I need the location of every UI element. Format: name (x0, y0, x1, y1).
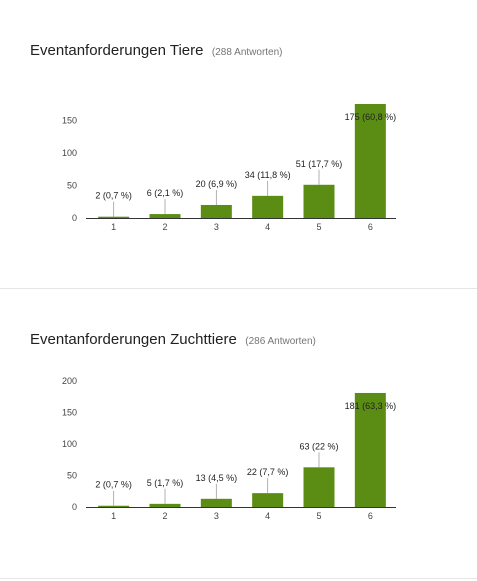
response-count: (288 Antworten) (211, 47, 283, 58)
data-label: 20 (6,9 %) (196, 179, 238, 189)
bar (98, 505, 130, 507)
x-tick-label: 4 (265, 511, 270, 521)
data-label: 63 (22 %) (299, 441, 338, 451)
y-tick-label: 150 (62, 408, 77, 418)
y-tick-label: 100 (62, 148, 77, 158)
x-tick-label: 5 (316, 222, 321, 232)
bar (149, 503, 181, 507)
bar (252, 195, 284, 218)
x-tick-label: 3 (214, 222, 219, 232)
x-tick-label: 4 (265, 222, 270, 232)
data-label: 175 (60,8 %) (345, 112, 397, 122)
x-tick-label: 5 (316, 511, 321, 521)
response-count: (286 Antworten) (245, 336, 316, 347)
chart-card-tiere: Eventanforderungen Tiere (288 Antworten)… (0, 0, 477, 288)
y-tick-label: 50 (67, 471, 77, 481)
y-tick-label: 50 (67, 180, 77, 190)
data-label: 5 (1,7 %) (147, 478, 184, 488)
x-tick-label: 6 (368, 511, 373, 521)
section-divider (0, 578, 477, 579)
data-label: 6 (2,1 %) (147, 188, 184, 198)
y-tick-label: 200 (62, 376, 77, 386)
bar (252, 493, 284, 507)
y-tick-label: 100 (62, 439, 77, 449)
bar (354, 392, 386, 507)
x-tick-label: 3 (214, 511, 219, 521)
bar-chart-zuchttiere: 0 50 100 150 200 1 2 (0,7 %) 2 5 (1,7 %) 3 13 (4,5… (62, 376, 397, 521)
x-tick-label: 1 (111, 222, 116, 232)
data-label: 13 (4,5 %) (196, 473, 238, 483)
data-label: 51 (17,7 %) (296, 159, 343, 169)
bar-chart-tiere: 0 50 100 150 1 2 (0,7 %) 2 6 (2,1 %) 3 20 (6,9 %)… (62, 104, 397, 232)
chart-header: Eventanforderungen Zuchttiere (286 Antwo… (30, 331, 316, 349)
bar (354, 104, 386, 218)
data-label: 2 (0,7 %) (95, 480, 132, 490)
x-tick-label: 2 (162, 222, 167, 232)
bar (200, 204, 232, 218)
chart-title: Eventanforderungen Tiere (30, 42, 204, 59)
data-label: 181 (63,3 %) (345, 401, 397, 411)
x-tick-label: 6 (368, 222, 373, 232)
bar (149, 214, 181, 218)
y-tick-label: 0 (72, 502, 77, 512)
bar (200, 498, 232, 507)
y-tick-label: 0 (72, 213, 77, 223)
bar (303, 184, 335, 218)
bar (98, 216, 130, 218)
data-label: 22 (7,7 %) (247, 467, 289, 477)
chart-card-zuchttiere: Eventanforderungen Zuchttiere (286 Antwo… (0, 289, 477, 578)
x-tick-label: 1 (111, 511, 116, 521)
chart-header: Eventanforderungen Tiere (288 Antworten) (30, 42, 283, 60)
section-divider (0, 288, 477, 289)
chart-title: Eventanforderungen Zuchttiere (30, 331, 237, 348)
bar (303, 467, 335, 507)
data-label: 2 (0,7 %) (95, 191, 132, 201)
data-label: 34 (11,8 %) (245, 170, 291, 180)
x-tick-label: 2 (162, 511, 167, 521)
y-tick-label: 150 (62, 115, 77, 125)
